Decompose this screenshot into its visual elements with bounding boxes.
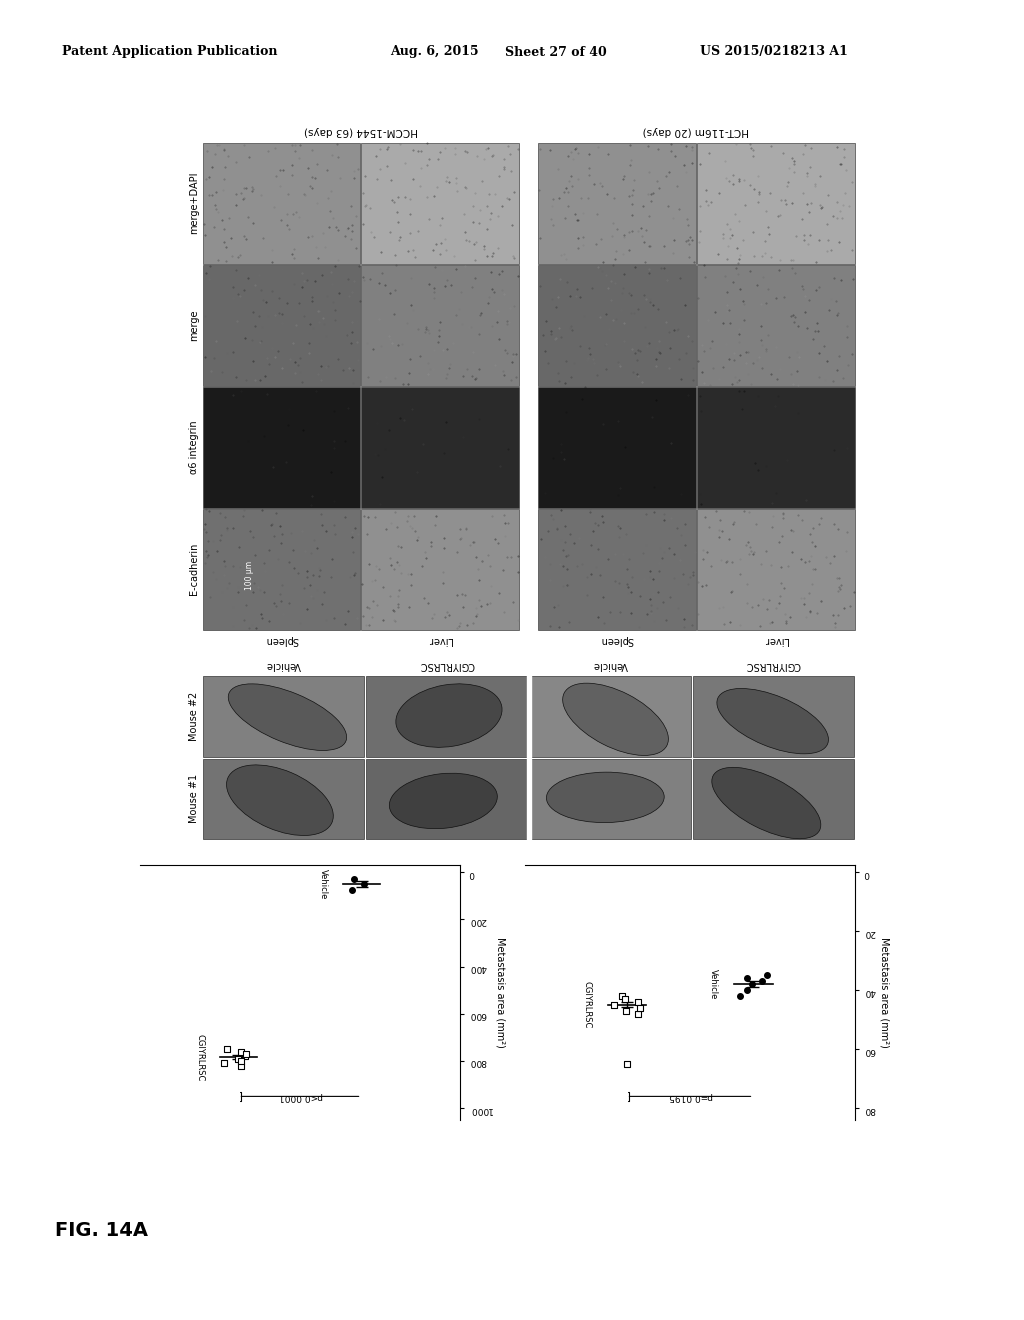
Bar — [538, 508, 695, 630]
Point — [630, 1003, 646, 1024]
Point — [616, 989, 633, 1010]
Point — [744, 974, 761, 995]
Point — [759, 965, 775, 986]
Point — [731, 986, 748, 1007]
Bar — [693, 676, 854, 756]
Text: Sheet 27 of 40: Sheet 27 of 40 — [505, 45, 607, 58]
Text: Spleen: Spleen — [264, 635, 298, 645]
Bar — [538, 143, 695, 264]
Bar — [696, 508, 854, 630]
Point — [630, 991, 646, 1012]
Point — [346, 869, 362, 890]
Point — [618, 1053, 635, 1074]
Bar — [361, 264, 519, 385]
Point — [237, 1045, 253, 1067]
Text: CGIYRLRSC: CGIYRLRSC — [582, 981, 591, 1028]
Point — [230, 1048, 247, 1069]
Text: E-cadherin: E-cadherin — [189, 543, 199, 595]
Text: merge: merge — [189, 309, 199, 341]
Point — [344, 879, 360, 900]
Text: CGIYRLRSC: CGIYRLRSC — [196, 1034, 205, 1081]
Text: 100 μm: 100 μm — [245, 561, 254, 590]
Point — [233, 1055, 250, 1076]
Ellipse shape — [228, 684, 347, 751]
Bar — [361, 508, 519, 630]
Bar — [367, 759, 527, 840]
Point — [238, 1043, 254, 1064]
Text: Vehicle: Vehicle — [709, 969, 718, 999]
Point — [355, 874, 372, 895]
Text: HCT-116m (20 days): HCT-116m (20 days) — [643, 125, 750, 136]
Point — [617, 1001, 634, 1022]
Ellipse shape — [717, 689, 828, 754]
Text: Spleen: Spleen — [600, 635, 634, 645]
Bar — [529, 759, 691, 840]
Text: merge+DAPI: merge+DAPI — [189, 172, 199, 234]
Ellipse shape — [389, 774, 498, 829]
Text: Liver: Liver — [428, 635, 453, 645]
Bar — [203, 508, 360, 630]
Text: CGIYRLRSC: CGIYRLRSC — [419, 660, 474, 671]
Ellipse shape — [712, 767, 821, 838]
Text: HCCM-1544 (63 days): HCCM-1544 (63 days) — [304, 125, 418, 136]
Bar — [203, 759, 365, 840]
Bar — [361, 387, 519, 507]
Text: FIG. 14A: FIG. 14A — [55, 1221, 148, 1239]
Point — [754, 970, 770, 991]
Point — [232, 1051, 249, 1072]
Ellipse shape — [226, 764, 333, 836]
Point — [219, 1039, 236, 1060]
Text: p=0.0195: p=0.0195 — [668, 1092, 713, 1101]
Bar — [538, 264, 695, 385]
Bar — [696, 264, 854, 385]
Bar — [203, 387, 360, 507]
Bar — [693, 759, 854, 840]
Bar — [367, 676, 527, 756]
Bar — [203, 143, 360, 264]
Y-axis label: Metastasis area (mm²): Metastasis area (mm²) — [880, 937, 890, 1048]
Point — [739, 979, 756, 1001]
Text: p<0.0001: p<0.0001 — [278, 1092, 323, 1101]
Bar — [203, 676, 365, 756]
Text: Mouse #1: Mouse #1 — [189, 775, 199, 824]
Bar — [203, 264, 360, 385]
Point — [233, 1041, 250, 1063]
Point — [606, 994, 623, 1015]
Text: Vehicle: Vehicle — [318, 869, 328, 899]
Ellipse shape — [547, 772, 665, 822]
Text: Patent Application Publication: Patent Application Publication — [62, 45, 278, 58]
Text: Vehicle: Vehicle — [266, 660, 301, 671]
Bar — [696, 143, 854, 264]
Text: Liver: Liver — [764, 635, 787, 645]
Text: CGIYRLRSC: CGIYRLRSC — [745, 660, 801, 671]
Bar — [529, 676, 691, 756]
Text: Mouse #2: Mouse #2 — [189, 692, 199, 741]
Y-axis label: Metastasis area (mm²): Metastasis area (mm²) — [496, 937, 506, 1048]
Text: Vehicle: Vehicle — [593, 660, 628, 671]
Ellipse shape — [562, 684, 669, 755]
Text: Aug. 6, 2015: Aug. 6, 2015 — [390, 45, 478, 58]
Point — [632, 998, 648, 1019]
Point — [613, 986, 630, 1007]
Text: US 2015/0218213 A1: US 2015/0218213 A1 — [700, 45, 848, 58]
Text: α6 integrin: α6 integrin — [189, 420, 199, 474]
Bar — [361, 143, 519, 264]
Bar — [538, 387, 695, 507]
Point — [216, 1053, 232, 1074]
Point — [738, 968, 755, 989]
Ellipse shape — [396, 684, 502, 747]
Bar — [696, 387, 854, 507]
